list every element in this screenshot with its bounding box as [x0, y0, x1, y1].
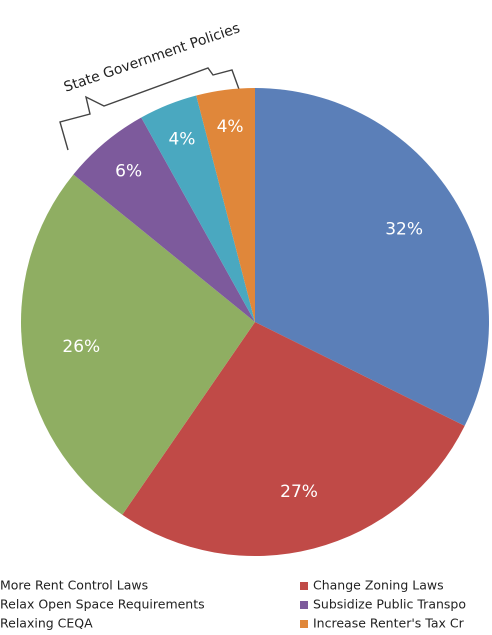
value-label: 26%	[62, 337, 100, 357]
legend-label: Change Zoning Laws	[313, 578, 444, 593]
legend-label: More Rent Control Laws	[0, 578, 148, 593]
legend-marker	[300, 582, 308, 590]
chart: State Government Policies 32% 27% 26% 6% 4% 4…	[0, 0, 492, 635]
value-label: 4%	[168, 130, 195, 150]
value-label: 6%	[115, 161, 142, 181]
annotation: State Government Policies	[62, 20, 242, 95]
legend-label: Subsidize Public Transpo	[313, 597, 466, 612]
legend-label: Relax Open Space Requirements	[0, 597, 205, 612]
legend-label: Increase Renter's Tax Cr	[313, 616, 465, 631]
value-label: 4%	[217, 117, 244, 137]
value-label: 32%	[385, 219, 423, 239]
legend-label: Relaxing CEQA	[0, 616, 93, 631]
page: {"chart_data": {"type": "pie", "annotati…	[0, 0, 492, 635]
legend-marker	[300, 601, 308, 609]
value-label: 27%	[280, 482, 318, 502]
legend-marker	[300, 620, 308, 628]
